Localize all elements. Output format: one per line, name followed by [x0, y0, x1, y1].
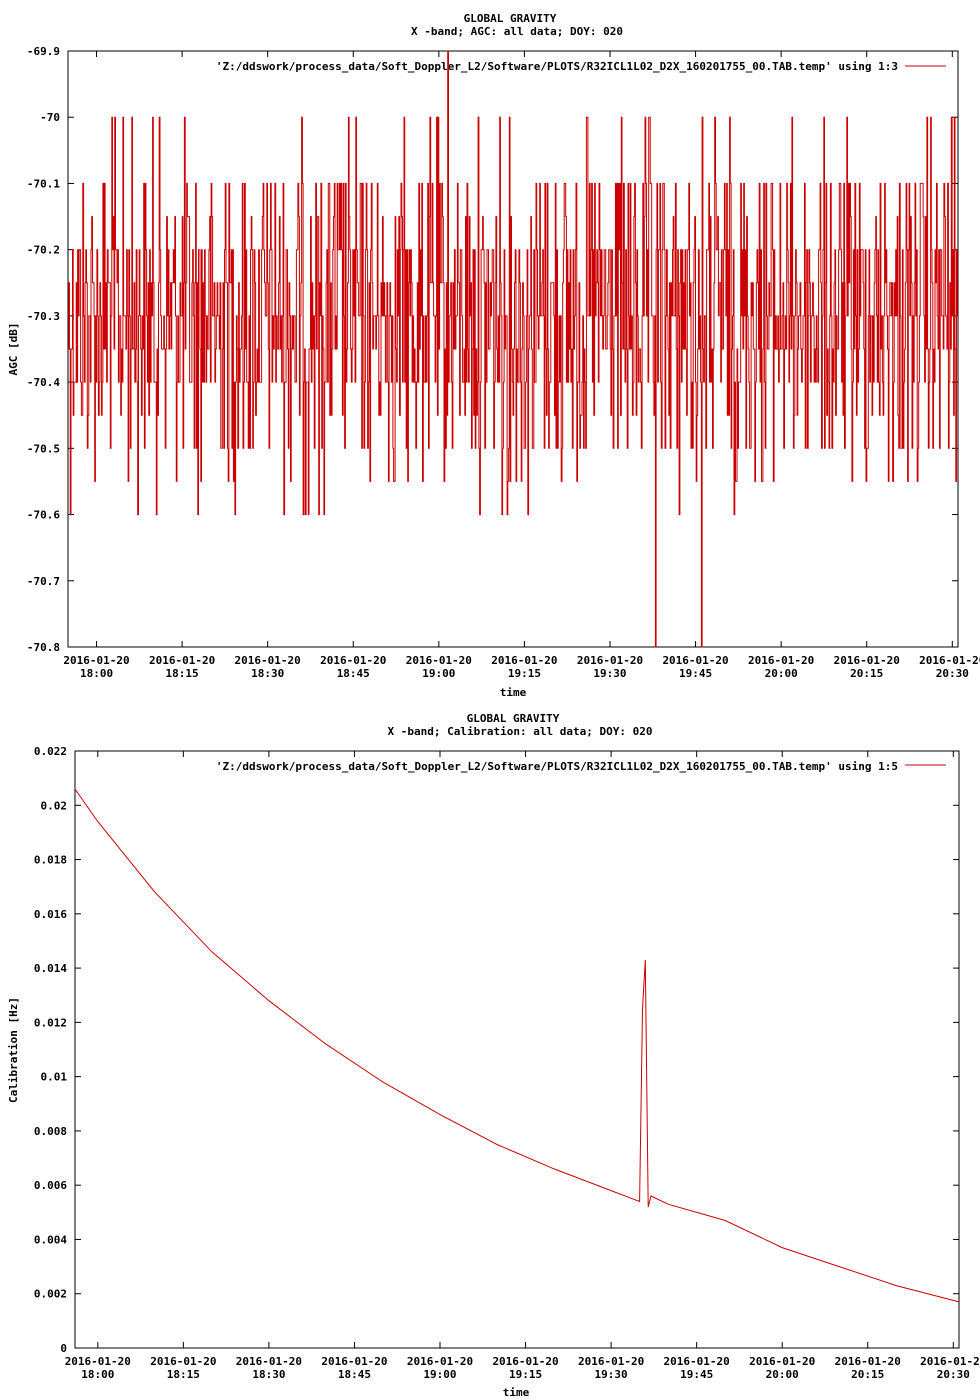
y-tick-label: 0.018: [34, 854, 67, 867]
calibration-legend-label: 'Z:/ddswork/process_data/Soft_Doppler_L2…: [216, 760, 898, 773]
calibration-chart: GLOBAL GRAVITY X -band; Calibration: all…: [7, 712, 980, 1399]
agc-legend-label: 'Z:/ddswork/process_data/Soft_Doppler_L2…: [216, 60, 898, 73]
x-tick-date-label: 2016-01-20: [406, 654, 472, 667]
x-tick-date-label: 2016-01-20: [749, 1355, 815, 1368]
y-tick-label: -70.3: [27, 310, 60, 323]
y-tick-label: -70.5: [27, 442, 60, 455]
calibration-y-axis-label: Calibration [Hz]: [7, 997, 20, 1103]
x-tick-time-label: 19:15: [508, 667, 541, 680]
x-tick-time-label: 19:15: [509, 1368, 542, 1381]
y-tick-label: -70.2: [27, 244, 60, 257]
x-tick-time-label: 20:30: [937, 1368, 970, 1381]
x-tick-date-label: 2016-01-20: [320, 654, 386, 667]
x-tick-date-label: 2016-01-20: [919, 654, 980, 667]
x-tick-date-label: 2016-01-20: [834, 654, 900, 667]
calibration-legend: 'Z:/ddswork/process_data/Soft_Doppler_L2…: [216, 760, 946, 773]
agc-chart-title: GLOBAL GRAVITY: [464, 12, 557, 25]
calibration-x-axis-label: time: [503, 1386, 530, 1399]
x-tick-time-label: 18:45: [337, 667, 370, 680]
x-tick-date-label: 2016-01-20: [578, 1355, 644, 1368]
y-tick-label: 0.01: [41, 1071, 68, 1084]
y-tick-label: 0: [60, 1342, 67, 1355]
agc-y-axis-label: AGC [dB]: [7, 323, 20, 376]
calibration-y-ticks: 0.022 0.02 0.018 0.016 0.014 0.012 0.01 0.008 0.…: [34, 745, 959, 1355]
x-tick-date-label: 2016-01-20: [235, 654, 301, 667]
calibration-series-line: [74, 788, 960, 1303]
y-tick-label: 0.004: [34, 1233, 67, 1246]
y-tick-label: 0.012: [34, 1016, 67, 1029]
y-tick-label: 0.002: [34, 1288, 67, 1301]
x-tick-date-label: 2016-01-20: [920, 1355, 980, 1368]
calibration-plot-frame: [74, 750, 960, 1349]
agc-chart: GLOBAL GRAVITY X -band; AGC: all data; D…: [7, 12, 980, 699]
calibration-chart-subtitle: X -band; Calibration: all data; DOY: 020: [388, 725, 653, 738]
agc-legend: 'Z:/ddswork/process_data/Soft_Doppler_L2…: [216, 60, 946, 73]
x-tick-date-label: 2016-01-20: [835, 1355, 901, 1368]
y-tick-label: 0.02: [41, 799, 68, 812]
x-tick-time-label: 19:45: [680, 1368, 713, 1381]
x-tick-date-label: 2016-01-20: [236, 1355, 302, 1368]
x-tick-date-label: 2016-01-20: [748, 654, 814, 667]
x-tick-date-label: 2016-01-20: [65, 1355, 131, 1368]
x-tick-time-label: 20:15: [850, 667, 883, 680]
x-tick-time-label: 18:30: [251, 667, 284, 680]
x-tick-time-label: 20:30: [936, 667, 969, 680]
x-tick-date-label: 2016-01-20: [407, 1355, 473, 1368]
y-tick-label: -70.1: [27, 177, 60, 190]
x-tick-time-label: 18:30: [252, 1368, 285, 1381]
agc-y-ticks: -69.9 -70 -70.1 -70.2 -70.3 -70.4 -70.5 -70.6 -7…: [27, 45, 958, 654]
y-tick-label: -69.9: [27, 45, 60, 58]
y-tick-label: 0.016: [34, 908, 67, 921]
y-tick-label: -70.6: [27, 509, 60, 522]
x-tick-time-label: 18:00: [80, 667, 113, 680]
calibration-x-ticks: 2016-01-2018:002016-01-2018:152016-01-20…: [65, 751, 980, 1381]
y-tick-label: 0.022: [34, 745, 67, 758]
x-tick-date-label: 2016-01-20: [150, 1355, 216, 1368]
x-tick-date-label: 2016-01-20: [491, 654, 557, 667]
x-tick-time-label: 19:30: [595, 1368, 628, 1381]
agc-series-line: [68, 50, 958, 648]
y-tick-label: -70: [40, 111, 60, 124]
y-tick-label: 0.014: [34, 962, 67, 975]
x-tick-time-label: 19:00: [423, 1368, 456, 1381]
y-tick-label: -70.4: [27, 376, 60, 389]
agc-x-ticks: 2016-01-2018:002016-01-2018:152016-01-20…: [63, 51, 980, 680]
y-tick-label: 0.006: [34, 1179, 67, 1192]
x-tick-date-label: 2016-01-20: [321, 1355, 387, 1368]
y-tick-label: -70.8: [27, 641, 60, 654]
x-tick-date-label: 2016-01-20: [149, 654, 215, 667]
agc-chart-subtitle: X -band; AGC: all data; DOY: 020: [411, 25, 623, 38]
x-tick-time-label: 18:15: [167, 1368, 200, 1381]
x-tick-time-label: 20:15: [851, 1368, 884, 1381]
calibration-chart-title: GLOBAL GRAVITY: [467, 712, 560, 725]
x-tick-time-label: 20:00: [766, 1368, 799, 1381]
x-tick-date-label: 2016-01-20: [63, 654, 129, 667]
x-tick-time-label: 18:15: [166, 667, 199, 680]
x-tick-time-label: 20:00: [765, 667, 798, 680]
y-tick-label: 0.008: [34, 1125, 67, 1138]
x-tick-date-label: 2016-01-20: [662, 654, 728, 667]
x-tick-date-label: 2016-01-20: [492, 1355, 558, 1368]
y-tick-label: -70.7: [27, 575, 60, 588]
x-tick-time-label: 18:45: [338, 1368, 371, 1381]
x-tick-date-label: 2016-01-20: [664, 1355, 730, 1368]
x-tick-time-label: 18:00: [81, 1368, 114, 1381]
x-tick-date-label: 2016-01-20: [577, 654, 643, 667]
agc-x-axis-label: time: [500, 686, 527, 699]
x-tick-time-label: 19:30: [593, 667, 626, 680]
x-tick-time-label: 19:45: [679, 667, 712, 680]
x-tick-time-label: 19:00: [422, 667, 455, 680]
